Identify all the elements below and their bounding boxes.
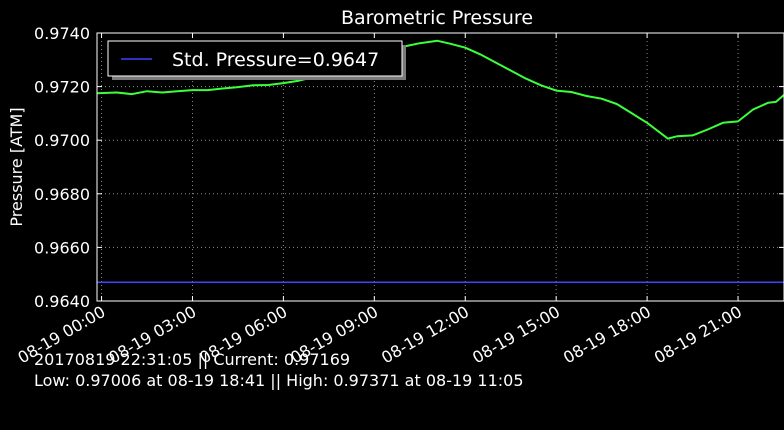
pressure-series-line	[96, 39, 784, 140]
plot-frame	[96, 32, 784, 302]
legend-box	[107, 40, 403, 77]
y-tick-label: 0.9720	[34, 78, 90, 97]
footer-status-line: 20170819 22:31:05 || Current: 0.97169	[34, 350, 351, 369]
y-tick-label: 0.9680	[34, 185, 90, 204]
y-tick-label: 0.9740	[34, 24, 90, 43]
y-tick-label: 0.9660	[34, 238, 90, 257]
y-tick-label: 0.9700	[34, 131, 90, 150]
chart-title: Barometric Pressure	[341, 7, 533, 29]
y-axis-label: Pressure [ATM]	[7, 107, 26, 226]
y-tick-label: 0.9640	[34, 292, 90, 311]
legend-label: Std. Pressure=0.9647	[172, 49, 379, 71]
footer-range-line: Low: 0.97006 at 08-19 18:41 || High: 0.9…	[34, 371, 524, 390]
series-layer	[96, 39, 784, 283]
legend: Std. Pressure=0.9647	[107, 40, 406, 80]
